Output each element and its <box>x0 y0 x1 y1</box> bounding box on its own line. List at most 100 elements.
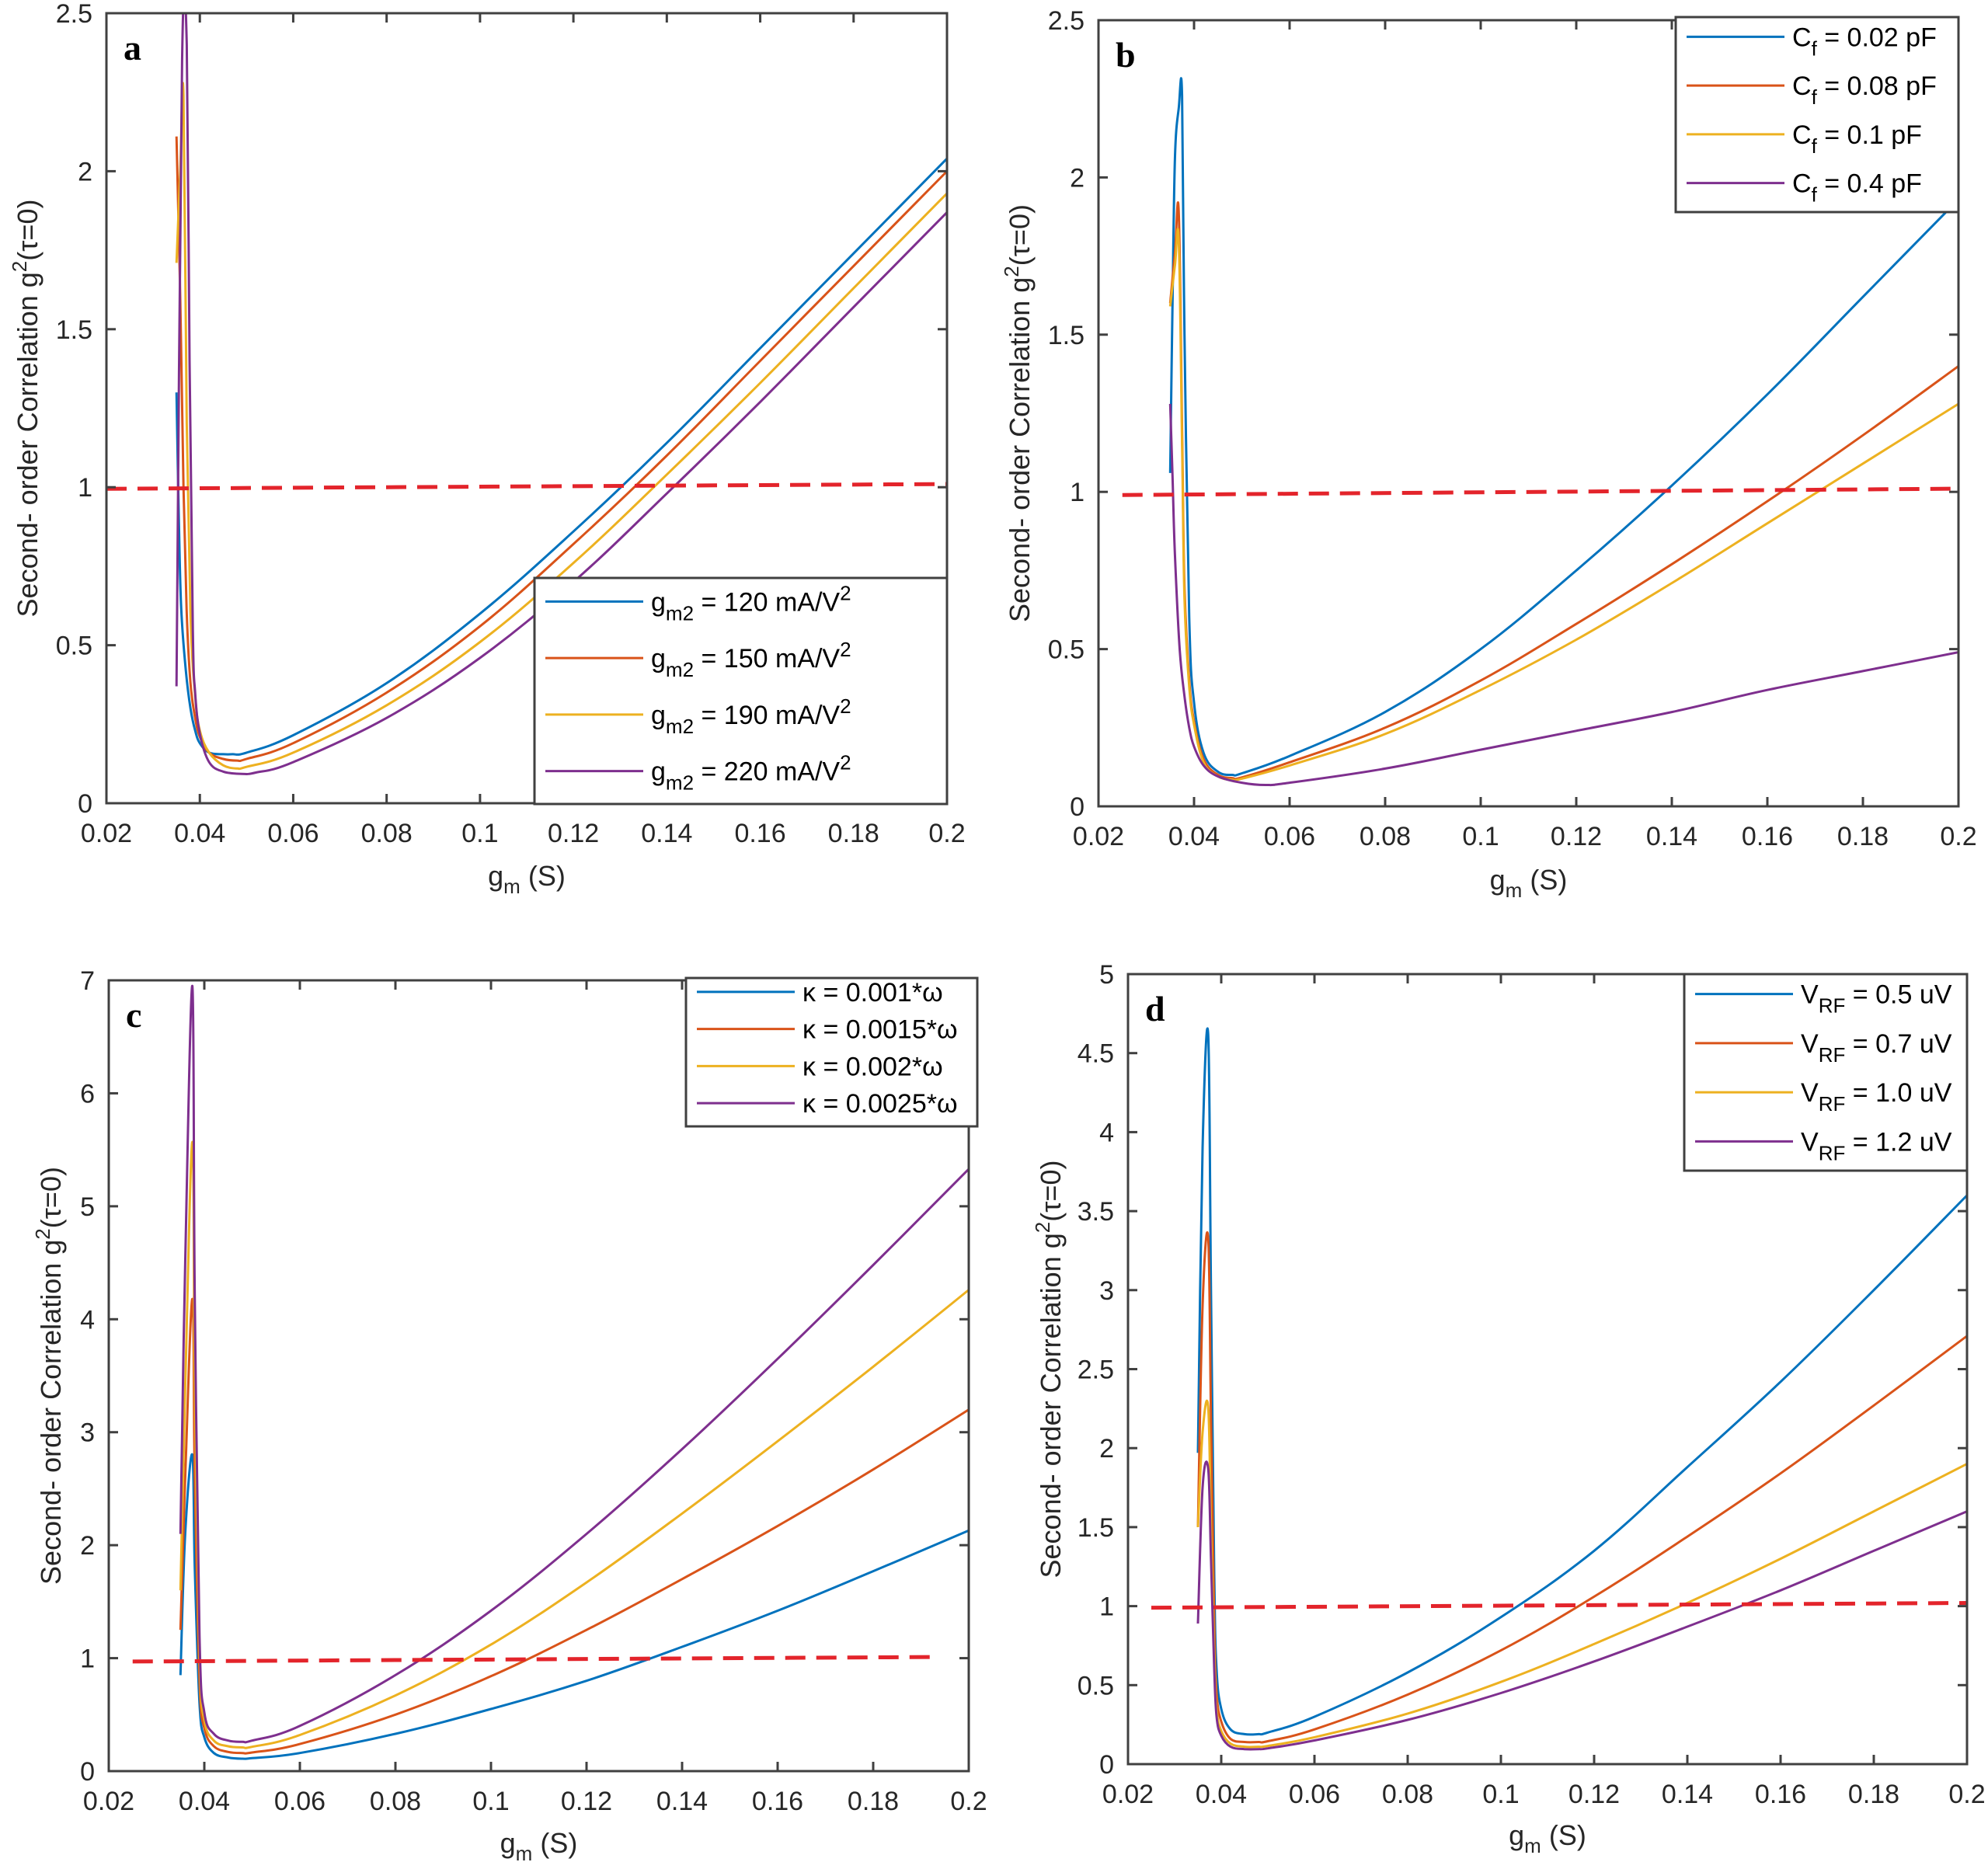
x-tick-label: 0.08 <box>370 1787 421 1816</box>
x-tick-label: 0.16 <box>1742 822 1793 851</box>
x-tick-label: 0.06 <box>1289 1780 1340 1809</box>
legend-entry: gm2 = 120 mA/V2 <box>651 581 851 625</box>
y-tick-label: 2.5 <box>1078 1356 1114 1385</box>
y-tick-label: 1 <box>80 1645 95 1674</box>
y-tick-label: 4 <box>1099 1118 1114 1147</box>
panel-c: 0.02 0.04 0.06 0.08 0.1 0.12 0.14 0.16 0.18 0.2 0 1… <box>31 966 987 1865</box>
legend-box <box>1683 973 1969 1172</box>
axes-box <box>107 979 970 1773</box>
legend-entry: VRF = 0.5 uV <box>1801 980 1952 1018</box>
y-tick-label: 0.5 <box>56 632 92 661</box>
y-tick-label: 0 <box>80 1757 95 1787</box>
legend-box <box>533 576 949 806</box>
x-tick-label: 0.08 <box>1382 1780 1433 1809</box>
x-tick-label: 0.06 <box>267 819 319 848</box>
x-tick-label: 0.12 <box>561 1787 612 1816</box>
y-tick-label: 0.5 <box>1048 635 1085 665</box>
panel-letter: d <box>1145 989 1165 1028</box>
y-tick-label: 6 <box>80 1079 95 1109</box>
x-tick-label: 0.06 <box>1264 822 1315 851</box>
x-tick-label: 0.08 <box>1360 822 1411 851</box>
x-tick-label: 0.08 <box>361 819 413 848</box>
x-tick-label: 0.04 <box>174 819 225 848</box>
y-tick-label: 2.5 <box>56 0 92 29</box>
legend-entry: Cf = 0.08 pF <box>1792 71 1937 109</box>
series-line-1 <box>1196 1027 1967 1736</box>
reference-line-g2-equals-1 <box>1151 1601 1967 1610</box>
legend-entry: gm2 = 190 mA/V2 <box>651 694 851 738</box>
legend-entry: VRF = 1.2 uV <box>1801 1127 1952 1164</box>
series-line-4 <box>175 13 947 775</box>
x-tick-label: 0.14 <box>656 1787 708 1816</box>
y-axis-label: Second- order Correlation g2(τ=0) <box>1000 204 1036 622</box>
series-group <box>132 984 969 1760</box>
legend-entry: κ = 0.002*ω <box>803 1052 943 1081</box>
reference-line-g2-equals-1 <box>106 482 947 491</box>
legend-entry: κ = 0.0015*ω <box>803 1015 958 1045</box>
x-tick-label: 0.1 <box>1482 1780 1519 1809</box>
x-tick-label: 0.02 <box>81 819 132 848</box>
x-tick-label: 0.2 <box>928 819 965 848</box>
x-axis-label: gm (S) <box>500 1827 578 1865</box>
y-tick-label: 7 <box>80 966 95 996</box>
series-line-4 <box>1196 1460 1967 1751</box>
legend: gm2 = 120 mA/V2 gm2 = 150 mA/V2 gm2 = 190 … <box>533 576 949 806</box>
y-axis-label: Second- order Correlation g2(τ=0) <box>31 1167 67 1585</box>
x-tick-label: 0.04 <box>179 1787 230 1816</box>
x-tick-label: 0.14 <box>1646 822 1697 851</box>
y-tick-label: 3 <box>80 1418 95 1448</box>
reference-line-g2-equals-1 <box>1122 486 1954 497</box>
x-tick-label: 0.04 <box>1196 1780 1247 1809</box>
series-line-1 <box>179 1453 969 1760</box>
y-tick-label: 2 <box>1070 163 1085 193</box>
legend: κ = 0.001*ω κ = 0.0015*ω κ = 0.002*ω κ = 0.… <box>684 976 979 1128</box>
y-tick-label: 0.5 <box>1078 1671 1114 1700</box>
y-tick-label: 3 <box>1099 1276 1114 1306</box>
series-line-1 <box>175 158 947 756</box>
x-axis-label: gm (S) <box>1509 1819 1586 1857</box>
x-tick-label: 0.1 <box>1462 822 1499 851</box>
x-tick-label: 0.14 <box>1662 1780 1713 1809</box>
y-tick-label: 2 <box>1099 1434 1114 1464</box>
x-tick-label: 0.16 <box>734 819 785 848</box>
x-tick-label: 0.16 <box>752 1787 803 1816</box>
x-tick-label: 0.18 <box>1837 822 1889 851</box>
x-tick-label: 0.04 <box>1168 822 1220 851</box>
y-tick-label: 0 <box>78 789 92 819</box>
x-tick-label: 0.16 <box>1755 1780 1806 1809</box>
x-tick-label: 0.12 <box>548 819 599 848</box>
y-tick-label: 0 <box>1099 1750 1114 1780</box>
legend-entry: VRF = 0.7 uV <box>1801 1029 1952 1067</box>
reference-line-g2-equals-1 <box>132 1655 935 1664</box>
legend-entry: Cf = 0.02 pF <box>1792 23 1937 60</box>
legend-entry: gm2 = 150 mA/V2 <box>651 638 851 681</box>
legend-entry: Cf = 0.1 pF <box>1792 120 1922 158</box>
panel-letter: a <box>124 28 141 68</box>
legend-entry: Cf = 0.4 pF <box>1792 169 1922 207</box>
y-tick-label: 1 <box>1070 478 1085 507</box>
y-tick-label: 2 <box>80 1531 95 1561</box>
series-group <box>1122 77 1958 787</box>
panel-b: 0.02 0.04 0.06 0.08 0.1 0.12 0.14 0.16 0.18 0.2 0 0… <box>1000 6 1977 902</box>
x-tick-label: 0.02 <box>83 1787 134 1816</box>
series-line-4 <box>179 984 969 1744</box>
series-line-3 <box>175 82 947 771</box>
x-tick-label: 0.02 <box>1073 822 1124 851</box>
series-line-1 <box>1168 77 1958 777</box>
x-axis-label: gm (S) <box>488 860 566 898</box>
x-tick-label: 0.1 <box>472 1787 509 1816</box>
series-line-2 <box>175 136 947 763</box>
legend-box <box>684 976 979 1128</box>
panel-a: 0.02 0.04 0.06 0.08 0.1 0.12 0.14 0.16 0.18 0.2 0 0… <box>8 0 966 898</box>
x-tick-label: 0.2 <box>1948 1780 1985 1809</box>
x-tick-label: 0.1 <box>461 819 498 848</box>
legend-entry: gm2 = 220 mA/V2 <box>651 751 851 795</box>
series-line-3 <box>1196 1399 1967 1749</box>
x-axis-label: gm (S) <box>1490 864 1568 902</box>
y-tick-label: 2 <box>78 157 92 186</box>
y-axis-label: Second- order Correlation g2(τ=0) <box>1031 1161 1067 1578</box>
panel-letter: b <box>1116 35 1136 75</box>
y-tick-label: 4 <box>80 1305 95 1335</box>
panel-d: 0.02 0.04 0.06 0.08 0.1 0.12 0.14 0.16 0.18 0.2 0 0… <box>1031 960 1986 1857</box>
legend-entry: κ = 0.001*ω <box>803 978 943 1008</box>
